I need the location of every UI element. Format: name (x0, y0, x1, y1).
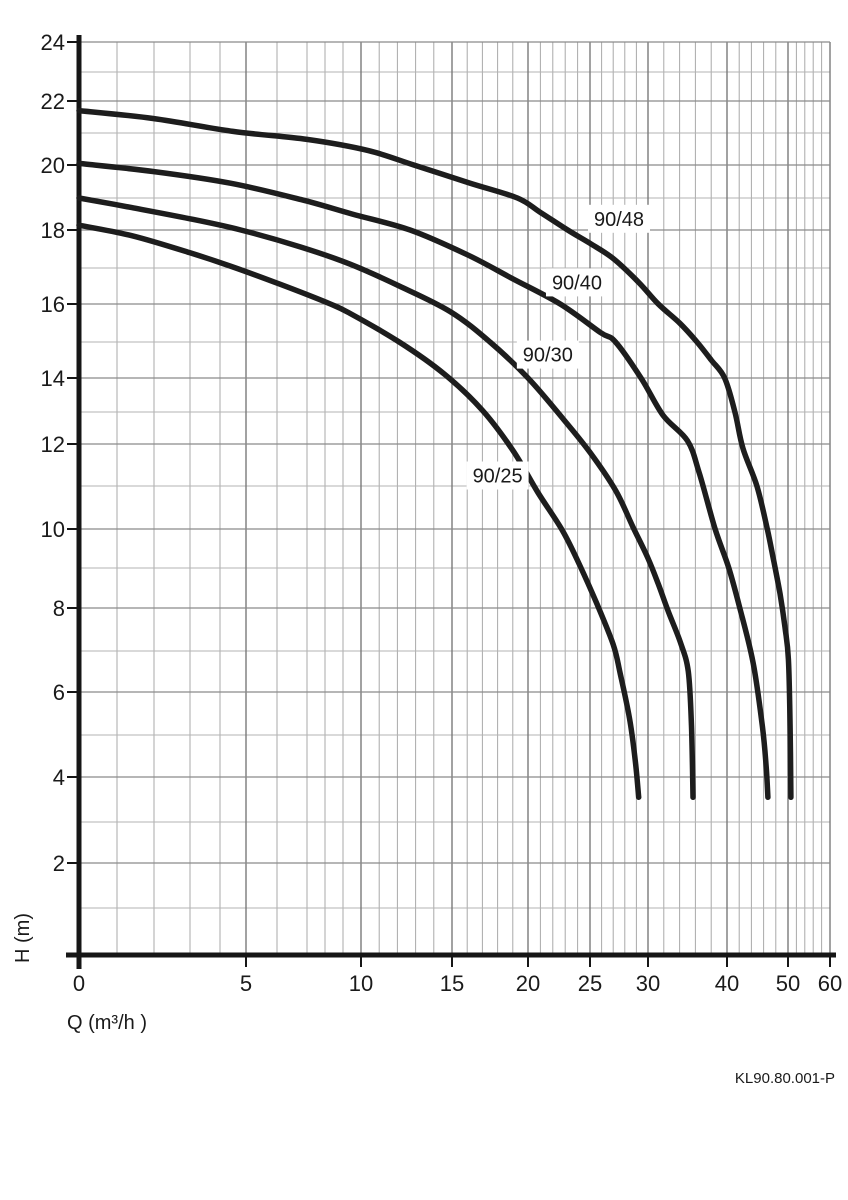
curve-label-90-30: 90/30 (523, 345, 573, 367)
y-tick-label-22: 22 (41, 89, 65, 114)
x-tick-label-30: 30 (636, 971, 660, 996)
curve-90-48 (76, 107, 794, 801)
curve-label-90-25: 90/25 (473, 466, 523, 488)
x-tick-label-10: 10 (349, 971, 373, 996)
y-tick-label-10: 10 (41, 517, 65, 542)
x-tick-label-60: 60 (818, 971, 842, 996)
y-tick-label-24: 24 (41, 30, 65, 55)
x-tick-label-50: 50 (776, 971, 800, 996)
x-tick-label-40: 40 (715, 971, 739, 996)
curve-90-30 (76, 195, 696, 801)
x-tick-label-25: 25 (578, 971, 602, 996)
curve-label-box-90-48 (588, 204, 650, 233)
y-tick-label-2: 2 (53, 851, 65, 876)
y-tick-label-12: 12 (41, 432, 65, 457)
curve-label-box-90-30 (516, 340, 579, 369)
x-tick-label-15: 15 (440, 971, 464, 996)
curve-label-90-48: 90/48 (594, 209, 644, 231)
y-tick-label-4: 4 (53, 765, 65, 790)
y-tick-label-20: 20 (41, 153, 65, 178)
curve-90-25 (76, 222, 642, 801)
y-axis-title: H (m) (12, 913, 34, 963)
y-tick-label-14: 14 (41, 366, 65, 391)
curve-label-box-90-25 (466, 461, 529, 490)
curve-label-90-40: 90/40 (552, 272, 602, 294)
x-tick-label-0: 0 (73, 971, 85, 996)
curve-90-40 (76, 160, 771, 801)
y-tick-label-6: 6 (53, 680, 65, 705)
y-tick-label-16: 16 (41, 292, 65, 317)
x-tick-label-5: 5 (240, 971, 252, 996)
x-axis-title: Q (m³/h ) (67, 1012, 147, 1034)
y-tick-label-8: 8 (53, 596, 65, 621)
y-tick-label-18: 18 (41, 218, 65, 243)
curve-label-box-90-40 (545, 268, 608, 297)
x-tick-label-20: 20 (516, 971, 540, 996)
document-code: KL90.80.001-P (734, 1070, 835, 1087)
